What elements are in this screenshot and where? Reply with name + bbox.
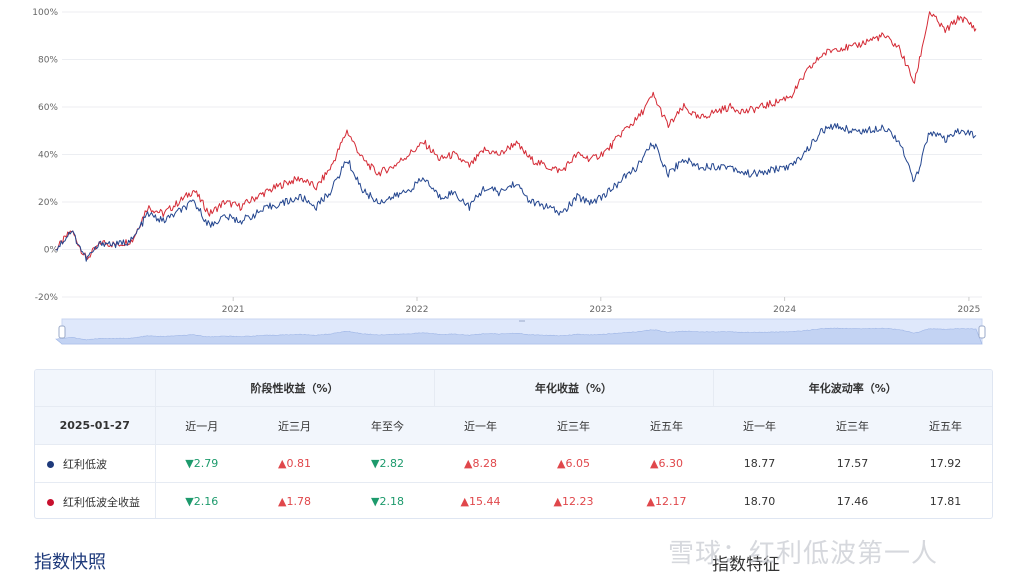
x-axis: 2021 2022 2023 2024 2025 [222,297,980,315]
col-header: 近一年 [434,406,527,445]
table-cell: 18.77 [743,457,776,470]
watermark: 雪球：红利低波第一人 [668,539,939,569]
table-cell: ▲1.78 [278,495,311,508]
table-cell: 17.81 [929,495,962,508]
chart-series [55,11,977,262]
col-header: 近一月 [154,406,248,445]
table-cell: ▼2.16 [154,482,248,518]
x-tick-label: 2022 [406,305,429,315]
table-cell: ▼2.79 [154,444,248,483]
table-row: 红利低波全收益 ▼2.16 ▲1.78 ▼2.18 ▲15.44 ▲12.23 ▲12.17… [35,482,992,519]
table-cell: 17.92 [929,457,962,470]
zoom-handle-left[interactable] [58,325,66,339]
table-date: 2025-01-27 [35,406,155,445]
group-header-volatility: 年化波动率（%） [712,370,992,407]
legend-dot [47,499,54,506]
section-title: 指数快照 [34,552,106,573]
y-axis: 100% 80% 60% 40% 20% 0% -20% [32,8,58,303]
zoom-slider[interactable] [55,318,986,345]
x-tick-label: 2025 [957,305,980,315]
y-tick-label: 80% [38,56,58,66]
col-header: 近三年 [527,406,620,445]
row-name-label: 红利低波 [63,457,107,471]
y-tick-label: -20% [35,293,59,303]
legend-dot [47,461,54,468]
y-tick-label: 60% [38,103,58,113]
table-cell: ▲6.30 [650,457,683,470]
table-cell: ▲8.28 [464,457,497,470]
row-name: 红利低波 [35,445,155,483]
x-tick-label: 2024 [773,305,796,315]
section-title-features: 指数特征 [712,555,780,575]
table-cell: 17.46 [836,495,869,508]
chart-grid [62,11,982,298]
col-header: 近五年 [899,406,992,445]
table-cell: ▲15.44 [460,495,501,508]
table-cell: 18.70 [743,495,776,508]
table-cell: ▼2.18 [371,495,404,508]
col-header: 近五年 [620,406,713,445]
table-cell: ▲12.23 [553,495,594,508]
group-header-stage: 阶段性收益（%） [154,370,434,407]
stats-table: 阶段性收益（%） 年化收益（%） 年化波动率（%） 2025-01-27 近一月… [34,369,993,519]
col-header: 近三年 [806,406,899,445]
group-header-annual-return: 年化收益（%） [433,370,713,407]
table-cell: 17.57 [836,457,869,470]
x-tick-label: 2021 [222,305,245,315]
y-tick-label: 20% [38,198,58,208]
row-name: 红利低波全收益 [35,483,155,519]
zoom-preview [55,327,983,345]
y-tick-label: 100% [32,8,58,18]
table-group-header: 阶段性收益（%） 年化收益（%） 年化波动率（%） [35,370,992,407]
zoom-handle-right[interactable] [978,325,986,339]
x-tick-label: 2023 [589,305,612,315]
col-header: 近三月 [248,406,341,445]
col-header: 年至今 [341,406,434,445]
table-row: 红利低波 ▼2.79 ▲0.81 ▼2.82 ▲8.28 ▲6.05 ▲6.30 18.77 1… [35,444,992,483]
table-cell: ▼2.82 [371,457,404,470]
table-cell: ▲0.81 [278,457,311,470]
series-line-1 [55,123,977,262]
table-cell: ▲12.17 [646,495,687,508]
table-sub-header: 2025-01-27 近一月 近三月 年至今 近一年 近三年 近五年 近一年 近… [35,406,992,445]
line-chart: 100%80%60%40%20%0%-20% 2021 2022 2023 2024 2… [32,8,986,345]
col-header: 近一年 [713,406,806,445]
y-tick-label: 40% [38,151,58,161]
table-cell: ▲6.05 [557,457,590,470]
series-line-0 [55,11,977,260]
row-name-label: 红利低波全收益 [63,495,140,509]
y-tick-label: 0% [44,246,59,256]
